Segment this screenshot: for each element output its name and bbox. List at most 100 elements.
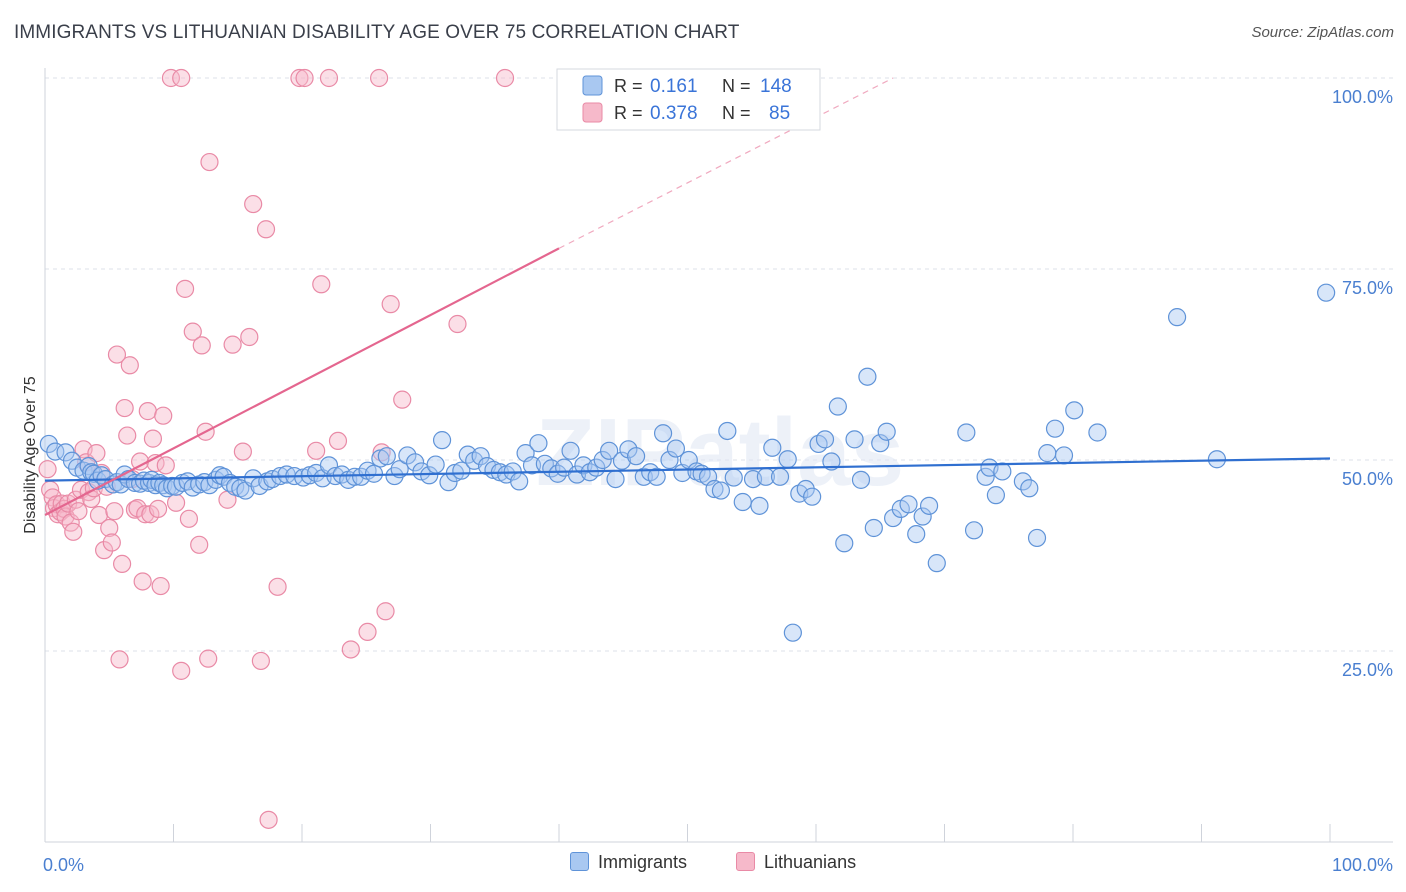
- lithuanians-point: [95, 541, 114, 560]
- lithuanians-point: [223, 335, 242, 354]
- immigrants-point: [919, 496, 939, 515]
- lithuanians-point: [154, 406, 173, 425]
- immigrants-point: [783, 623, 802, 642]
- axes: [44, 68, 1393, 843]
- legend-swatch-lithuanians: [736, 852, 755, 871]
- immigrants-point: [319, 456, 339, 475]
- immigrants-point: [1054, 446, 1074, 465]
- immigrants-point: [666, 439, 686, 458]
- lithuanians-point: [328, 431, 348, 450]
- lithuanians-point: [115, 398, 134, 418]
- immigrants-point: [377, 447, 396, 466]
- lithuanians-point: [38, 460, 57, 479]
- immigrants-point: [845, 430, 864, 449]
- immigrants-point: [711, 481, 731, 500]
- lithuanians-point: [370, 68, 389, 88]
- immigrants-point: [815, 430, 835, 449]
- immigrants-point: [733, 492, 752, 512]
- lithuanians-trend-extension: [558, 77, 894, 249]
- legend-swatch-immigrants: [570, 852, 589, 871]
- lithuanians-point: [161, 68, 181, 88]
- lithuanians-point: [175, 279, 195, 298]
- chart-title: IMMIGRANTS VS LITHUANIAN DISABILITY AGE …: [14, 22, 740, 43]
- y-tick-label: 75.0%: [1342, 278, 1393, 298]
- lithuanians-point: [200, 152, 219, 172]
- immigrants-point: [803, 487, 822, 506]
- immigrants-point: [778, 450, 797, 469]
- immigrants-point: [647, 467, 666, 486]
- lithuanians-point: [179, 509, 199, 528]
- lithuanians-point: [259, 810, 278, 829]
- immigrants-point: [1167, 308, 1187, 327]
- immigrants-point: [883, 508, 903, 528]
- immigrants-point: [398, 446, 417, 465]
- lithuanians-point: [151, 576, 170, 596]
- lithuanians-point: [240, 327, 259, 347]
- lithuanians-point: [393, 390, 412, 409]
- immigrants-point: [619, 440, 638, 459]
- lithuanians-point: [89, 505, 109, 525]
- legend-item-lithuanians[interactable]: Lithuanians: [736, 852, 856, 873]
- lithuanians-point: [110, 650, 129, 669]
- immigrants-points: [39, 283, 1336, 642]
- grid-lines: [45, 77, 1393, 652]
- immigrants-point: [1013, 472, 1032, 491]
- lithuanians-point: [376, 602, 395, 621]
- immigrants-point: [600, 441, 619, 460]
- lithuanians-point: [199, 649, 218, 668]
- lithuanians-point: [107, 345, 127, 364]
- x-tick-label-end: 100.0%: [1332, 855, 1393, 875]
- lithuanians-point: [120, 356, 139, 375]
- immigrants-point: [529, 434, 548, 453]
- immigrants-point: [405, 453, 425, 472]
- immigrants-point: [244, 469, 263, 488]
- lithuanians-point: [268, 577, 287, 596]
- immigrants-point: [452, 461, 471, 480]
- lithuanians-point: [172, 68, 191, 88]
- immigrants-point: [626, 447, 646, 466]
- stats-r-value-lithuanians: 0.378: [650, 103, 698, 124]
- lithuanians-point: [192, 336, 211, 355]
- lithuanians-point: [102, 533, 121, 552]
- stats-legend-swatch-immigrants: [582, 75, 603, 96]
- lithuanians-point: [148, 499, 168, 518]
- immigrants-point: [724, 468, 743, 487]
- legend-label-lithuanians: Lithuanians: [764, 852, 857, 872]
- immigrants-point: [864, 518, 883, 538]
- legend-label-immigrants: Immigrants: [598, 852, 688, 872]
- immigrants-point: [660, 450, 679, 470]
- y-tick-label: 50.0%: [1342, 469, 1393, 489]
- immigrants-point: [851, 470, 871, 489]
- lithuanians-point: [64, 522, 83, 541]
- lithuanians-point: [100, 518, 119, 538]
- legend-item-immigrants[interactable]: Immigrants: [570, 852, 687, 873]
- immigrants-point: [976, 467, 995, 486]
- immigrants-point: [993, 462, 1012, 481]
- immigrants-point: [986, 486, 1006, 505]
- lithuanians-point: [143, 429, 163, 448]
- x-tick-label-start: 0.0%: [43, 855, 84, 875]
- immigrants-point: [796, 479, 815, 499]
- immigrants-point: [927, 554, 946, 573]
- immigrants-point: [718, 421, 737, 441]
- lithuanians-point: [312, 275, 331, 294]
- stats-legend: R = 0.161 N = 148 R = 0.378 N = 85: [556, 68, 821, 131]
- immigrants-point: [46, 442, 65, 461]
- immigrants-point: [899, 495, 918, 514]
- immigrants-point: [1088, 423, 1107, 442]
- immigrants-point: [1020, 479, 1039, 498]
- lithuanians-point: [233, 442, 252, 461]
- lithuanians-point: [156, 456, 175, 475]
- immigrants-point: [471, 447, 490, 466]
- immigrants-point: [964, 521, 984, 540]
- lithuanians-point: [190, 535, 209, 554]
- stats-n-label-lithuanians: N =: [722, 103, 751, 123]
- lithuanians-point: [69, 502, 88, 521]
- immigrants-point: [593, 450, 612, 470]
- lithuanians-point: [138, 402, 157, 421]
- immigrants-point: [750, 496, 769, 515]
- immigrants-trend-line: [44, 457, 1331, 482]
- immigrants-point: [426, 455, 445, 474]
- immigrants-point: [871, 434, 890, 453]
- lithuanians-point: [118, 426, 137, 445]
